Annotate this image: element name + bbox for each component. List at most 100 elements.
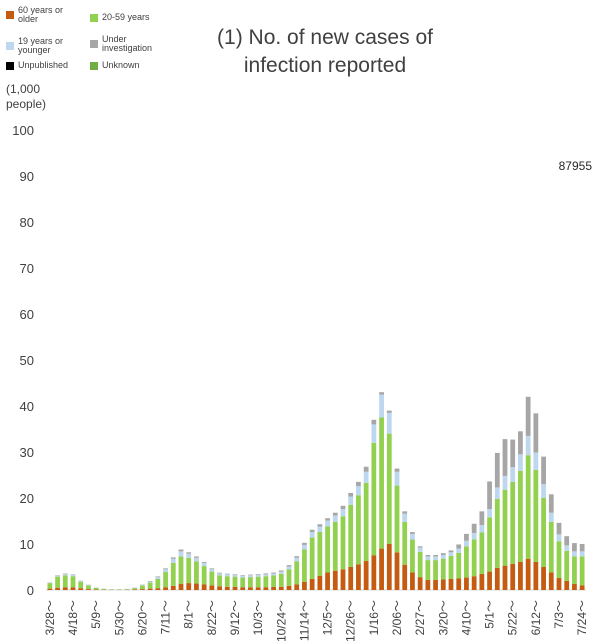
- bar-segment: [309, 578, 315, 590]
- bar-segment: [371, 442, 377, 556]
- bar-segment: [456, 544, 462, 549]
- x-tick-label: 7/3～: [552, 600, 566, 629]
- bar-segment: [309, 537, 315, 579]
- bar-segment: [224, 576, 230, 587]
- bar-segment: [86, 585, 91, 590]
- bar-segment: [464, 533, 469, 541]
- bar-segment: [456, 548, 462, 553]
- legend-item-unknown: Unknown: [90, 61, 140, 70]
- bar-segment: [271, 586, 276, 590]
- legend-label: 19 years or younger: [18, 36, 64, 55]
- legend-label: Unpublished: [18, 60, 69, 70]
- bar-segment: [178, 549, 184, 552]
- bar-segment: [440, 553, 446, 556]
- bar-segment: [386, 433, 392, 544]
- bar-segment: [263, 576, 269, 588]
- bar-segment: [340, 569, 346, 590]
- bar-segment: [394, 471, 400, 486]
- bar-segment: [224, 586, 230, 590]
- bar-segment: [541, 484, 546, 498]
- bar-segment: [317, 526, 323, 533]
- bar-segment: [548, 572, 554, 590]
- bar-segment: [302, 581, 307, 590]
- y-tick-label: 30: [20, 445, 34, 460]
- bar-segment: [271, 575, 276, 587]
- bar-segment: [379, 392, 384, 395]
- data-label: 87955: [559, 159, 593, 173]
- legend-item-60-plus: 60 years or older: [6, 6, 70, 24]
- legend-label: 60 years or older: [18, 5, 64, 24]
- bar-segment: [170, 557, 176, 559]
- bar-segment: [155, 588, 161, 590]
- bar-segment: [340, 505, 346, 510]
- bar-segment: [132, 588, 138, 590]
- bar-segment: [302, 542, 307, 545]
- bar-segment: [363, 471, 369, 483]
- bar-segment: [386, 410, 392, 413]
- bar-segment: [371, 419, 377, 425]
- bar-segment: [278, 573, 284, 587]
- bar-segment: [255, 576, 261, 588]
- bar-segment: [564, 550, 570, 581]
- bar-segment: [240, 575, 246, 576]
- x-tick-label: 3/28～: [43, 600, 57, 635]
- bar-segment: [440, 555, 446, 559]
- bar-segment: [302, 549, 307, 582]
- bar-segment: [402, 513, 408, 522]
- bar-segment: [564, 580, 570, 590]
- bar-segment: [170, 558, 176, 563]
- bar-segment: [62, 587, 68, 590]
- bar-segment: [394, 552, 400, 590]
- bar-segment: [62, 573, 68, 576]
- bar-segment: [548, 512, 554, 522]
- bar-segment: [178, 551, 184, 557]
- bar-segment: [332, 570, 338, 590]
- bar-segment: [363, 466, 369, 472]
- bar-segment: [309, 532, 315, 538]
- bar-segment: [440, 579, 446, 590]
- bar-segment: [248, 575, 253, 578]
- y-tick-label: 70: [20, 261, 34, 276]
- bar-segment: [348, 567, 354, 590]
- bar-segment: [487, 517, 492, 572]
- bar-segment: [425, 579, 431, 590]
- bar-segment: [579, 585, 585, 590]
- bar-segment: [232, 576, 238, 587]
- bar-segment: [556, 534, 562, 542]
- y-tick-label: 90: [20, 169, 34, 184]
- bar-segment: [518, 470, 523, 562]
- bar-segment: [263, 574, 269, 577]
- x-tick-label: 2/06～: [390, 600, 404, 635]
- y-tick-label: 100: [12, 123, 34, 138]
- bar-segment: [186, 583, 192, 590]
- bar-segment: [140, 589, 145, 590]
- x-tick-label: 5/30～: [112, 600, 126, 635]
- bar-segment: [255, 574, 261, 575]
- bar-segment: [572, 551, 577, 557]
- bar-segment: [379, 394, 384, 418]
- bar-segment: [255, 587, 261, 590]
- bar-segment: [55, 575, 60, 577]
- bar-segment: [55, 576, 60, 588]
- bar-segment: [525, 455, 531, 559]
- bar-segment: [556, 541, 562, 579]
- bar-segment: [541, 456, 546, 485]
- bar-segment: [286, 566, 292, 570]
- bar-segment: [579, 556, 585, 586]
- bar-segment: [147, 582, 153, 589]
- bar-segment: [363, 482, 369, 562]
- bar-segment: [579, 544, 585, 552]
- bar-segment: [124, 589, 130, 590]
- bar-segment: [494, 452, 500, 488]
- legend-label: Unknown: [102, 60, 140, 70]
- bar-segment: [456, 552, 462, 579]
- bar-segment: [471, 539, 477, 577]
- bar-segment: [232, 575, 238, 577]
- bar-segment: [201, 584, 207, 590]
- bar-segment: [525, 396, 531, 436]
- bar-segment: [556, 522, 562, 535]
- bar-segment: [448, 552, 454, 556]
- bar-segment: [263, 587, 269, 590]
- x-tick-label: 3/20～: [436, 600, 450, 635]
- bar-segment: [410, 533, 415, 540]
